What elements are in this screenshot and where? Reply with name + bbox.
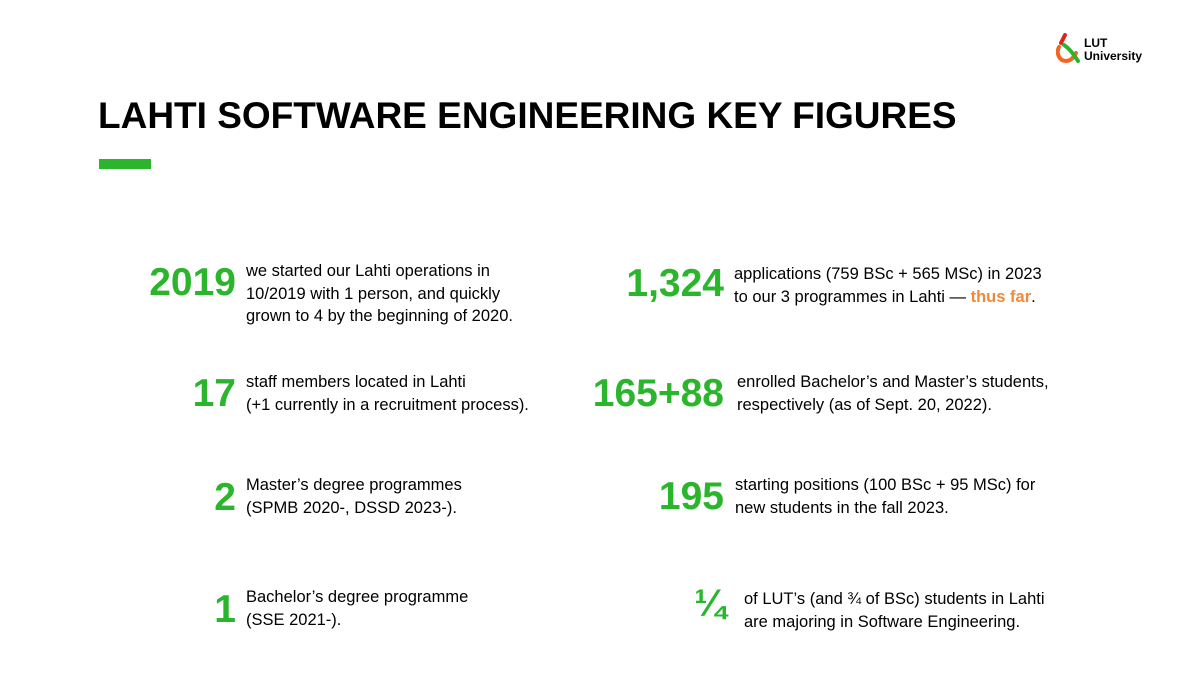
figure-17-description: staff members located in Lahti (+1 curre… bbox=[246, 371, 529, 416]
desc-line: 10/2019 with 1 person, and quickly bbox=[246, 284, 501, 303]
figure-2019-description: we started our Lahti operations in 10/20… bbox=[246, 260, 513, 328]
page-title: LAHTI SOFTWARE ENGINEERING KEY FIGURES bbox=[98, 95, 957, 136]
thus-far-highlight: thus far bbox=[970, 287, 1032, 306]
figure-2019-value: 2019 bbox=[149, 261, 236, 304]
desc-line: (SSE 2021-). bbox=[246, 610, 342, 629]
desc-line: grown to 4 by the beginning of 2020. bbox=[246, 307, 513, 325]
desc-line: staff members located in Lahti bbox=[246, 373, 466, 391]
desc-line: are majoring in Software Engineering. bbox=[744, 612, 1021, 631]
figure-1324-description: applications (759 BSc + 565 MSc) in 2023… bbox=[734, 263, 1042, 308]
desc-line: Master’s degree programmes bbox=[246, 476, 462, 494]
desc-line-text: to our 3 programmes in Lahti — bbox=[734, 287, 971, 306]
figure-195-description: starting positions (100 BSc + 95 MSc) fo… bbox=[735, 474, 1035, 519]
figure-quarter-value: ¼ bbox=[694, 583, 726, 625]
figure-1-description: Bachelor’s degree programme (SSE 2021-). bbox=[246, 586, 468, 631]
figure-1-value: 1 bbox=[214, 588, 236, 631]
figure-165-88-value: 165+88 bbox=[592, 372, 724, 415]
lut-university-logo: LUT University bbox=[1056, 33, 1156, 67]
desc-line: applications (759 BSc + 565 MSc) in 2023 bbox=[734, 265, 1042, 283]
desc-line: we started our Lahti operations in bbox=[246, 262, 490, 280]
lut-logo-icon bbox=[1056, 33, 1080, 64]
title-accent-bar bbox=[99, 159, 151, 169]
figure-2-description: Master’s degree programmes (SPMB 2020-, … bbox=[246, 474, 462, 519]
figure-2-value: 2 bbox=[214, 476, 236, 519]
logo-wordmark: LUT University bbox=[1084, 37, 1142, 63]
desc-line: to our 3 programmes in Lahti — thus far. bbox=[734, 286, 1042, 309]
desc-line: starting positions (100 BSc + 95 MSc) fo… bbox=[735, 476, 1036, 494]
figure-195-value: 195 bbox=[658, 475, 724, 518]
desc-line: Bachelor’s degree programme bbox=[246, 588, 469, 606]
desc-line: respectively (as of Sept. 20, 2022). bbox=[737, 395, 992, 414]
figure-quarter-description: of LUT’s (and ¾ of BSc) students in Laht… bbox=[744, 588, 1045, 633]
desc-line-tail: . bbox=[1031, 287, 1036, 306]
figure-165-88-description: enrolled Bachelor’s and Master’s student… bbox=[737, 371, 1049, 416]
desc-line: enrolled Bachelor’s and Master’s student… bbox=[737, 373, 1049, 391]
desc-line: of LUT’s (and ¾ of BSc) students in Laht… bbox=[744, 590, 1045, 608]
logo-line-2: University bbox=[1084, 49, 1143, 63]
logo-line-1: LUT bbox=[1084, 36, 1108, 50]
figure-17-value: 17 bbox=[192, 372, 236, 415]
desc-line: (+1 currently in a recruitment process). bbox=[246, 395, 529, 414]
desc-line: (SPMB 2020-, DSSD 2023-). bbox=[246, 498, 457, 517]
figure-1324-value: 1,324 bbox=[626, 262, 724, 305]
desc-line: new students in the fall 2023. bbox=[735, 498, 949, 517]
